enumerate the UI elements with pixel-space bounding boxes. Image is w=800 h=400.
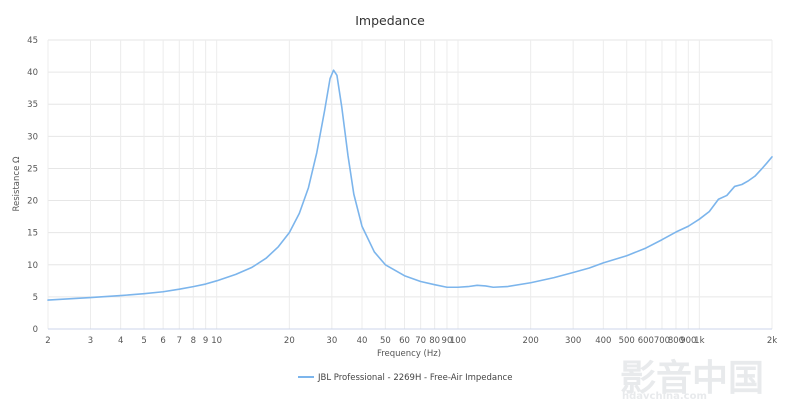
x-tick-label: 500 <box>619 336 635 346</box>
watermark-logo: 影音中国 <box>620 358 764 399</box>
watermark: 影音中国 hdavchina.com <box>620 358 764 400</box>
x-tick-label: 90 <box>442 336 453 346</box>
x-tick-label: 5 <box>141 336 146 346</box>
y-tick-label: 15 <box>27 229 38 239</box>
x-tick-label: 400 <box>595 336 611 346</box>
y-tick-label: 45 <box>27 36 38 46</box>
x-tick-label: 1k <box>694 336 704 346</box>
y-tick-label: 10 <box>27 261 38 271</box>
x-tick-label: 9 <box>203 336 208 346</box>
x-tick-label: 200 <box>523 336 539 346</box>
x-tick-label: 50 <box>380 336 391 346</box>
x-tick-label: 100 <box>450 336 466 346</box>
x-tick-label: 2k <box>767 336 777 346</box>
y-tick-labels: 0 5 10 15 20 25 30 35 40 45 <box>27 36 38 335</box>
x-tick-label: 3 <box>88 336 93 346</box>
y-tick-label: 5 <box>33 293 38 303</box>
x-tick-label: 60 <box>399 336 410 346</box>
legend[interactable]: JBL Professional - 2269H - Free-Air Impe… <box>298 373 512 383</box>
x-tick-label: 900 <box>680 336 696 346</box>
series-layer <box>47 69 773 301</box>
watermark-site: hdavchina.com <box>622 391 707 400</box>
x-tick-label: 2 <box>45 336 50 346</box>
x-tick-label: 800 <box>668 336 684 346</box>
x-tick-label: 80 <box>429 336 440 346</box>
x-tick-label: 10 <box>211 336 222 346</box>
x-tick-label: 300 <box>565 336 581 346</box>
y-tick-label: 35 <box>27 100 38 110</box>
y-tick-label: 30 <box>27 132 38 142</box>
x-tick-label: 70 <box>415 336 426 346</box>
x-tick-label: 600 <box>638 336 654 346</box>
series-line[interactable] <box>47 69 773 301</box>
x-tick-label: 8 <box>191 336 196 346</box>
x-tick-label: 700 <box>654 336 670 346</box>
grid <box>47 39 773 329</box>
x-tick-label: 4 <box>118 336 123 346</box>
y-axis-title: Resistance Ω <box>12 156 22 212</box>
x-axis-title: Frequency (Hz) <box>377 349 441 359</box>
x-tick-label: 7 <box>177 336 182 346</box>
y-tick-label: 25 <box>27 164 38 174</box>
x-tick-label: 30 <box>326 336 337 346</box>
x-tick-label: 20 <box>284 336 295 346</box>
x-tick-label: 6 <box>160 336 165 346</box>
y-tick-label: 40 <box>27 68 38 78</box>
legend-label: JBL Professional - 2269H - Free-Air Impe… <box>317 373 512 383</box>
y-tick-label: 20 <box>27 197 38 207</box>
chart-title: Impedance <box>355 13 425 28</box>
y-tick-label: 0 <box>33 325 38 335</box>
x-tick-label: 40 <box>357 336 368 346</box>
